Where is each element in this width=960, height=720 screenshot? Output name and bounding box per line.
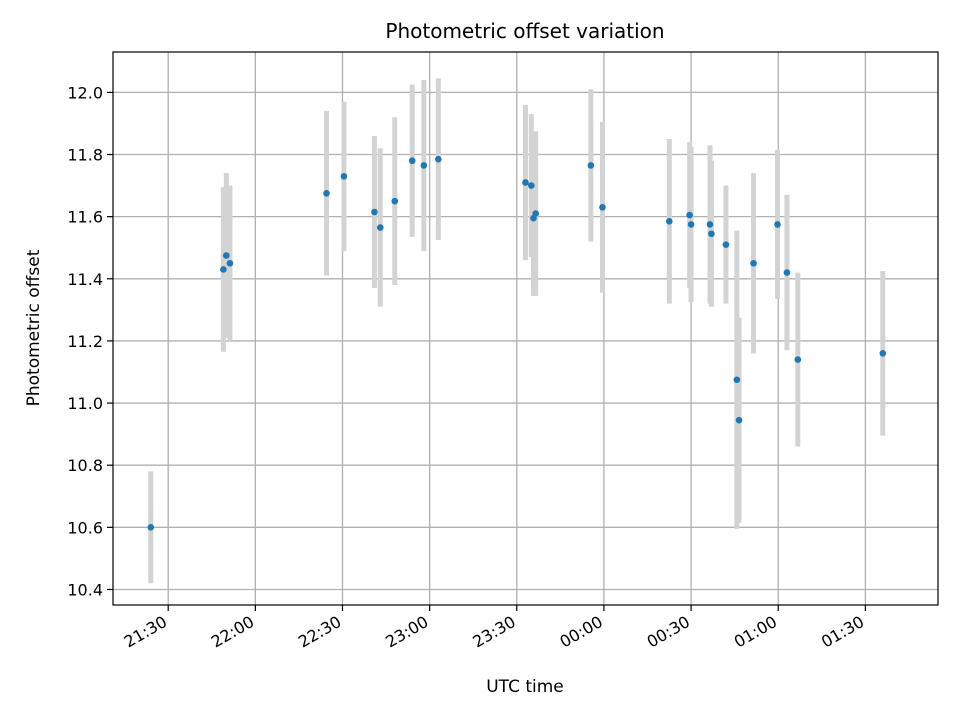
data-point bbox=[435, 155, 442, 163]
data-point bbox=[599, 204, 606, 211]
y-tick-label: 11.0 bbox=[67, 394, 103, 413]
data-point bbox=[220, 266, 227, 273]
chart-title: Photometric offset variation bbox=[385, 19, 664, 43]
y-tick-label: 10.8 bbox=[67, 456, 103, 475]
data-point bbox=[371, 208, 378, 216]
data-point bbox=[408, 157, 416, 165]
data-point bbox=[750, 259, 757, 267]
y-tick-label: 11.4 bbox=[67, 270, 103, 289]
data-point bbox=[879, 350, 887, 357]
data-point bbox=[706, 221, 714, 228]
y-tick-label: 10.4 bbox=[67, 580, 103, 599]
x-axis-title: UTC time bbox=[486, 677, 564, 697]
data-point bbox=[708, 230, 715, 238]
data-point bbox=[665, 218, 673, 225]
y-tick-label: 11.2 bbox=[67, 332, 103, 351]
data-point bbox=[687, 221, 695, 228]
y-tick-label: 12.0 bbox=[67, 83, 103, 102]
y-tick-label: 11.8 bbox=[67, 146, 103, 165]
data-point bbox=[783, 269, 791, 276]
data-point bbox=[532, 210, 539, 217]
data-point bbox=[340, 172, 348, 180]
data-point bbox=[733, 376, 741, 384]
data-point bbox=[774, 221, 781, 228]
data-point bbox=[323, 190, 330, 197]
data-point bbox=[735, 416, 743, 424]
y-tick-label: 10.6 bbox=[67, 518, 103, 537]
data-point bbox=[794, 356, 802, 363]
plot-frame bbox=[112, 51, 939, 606]
data-point bbox=[522, 179, 529, 186]
y-tick-label: 11.6 bbox=[67, 208, 103, 227]
data-point bbox=[587, 162, 595, 169]
data-point bbox=[222, 252, 230, 259]
data-point bbox=[226, 259, 234, 267]
data-points bbox=[147, 155, 887, 531]
data-point bbox=[391, 197, 399, 205]
data-point bbox=[420, 162, 428, 169]
data-point bbox=[147, 524, 155, 531]
data-point bbox=[528, 182, 535, 189]
data-point bbox=[722, 241, 730, 248]
y-axis-title: Photometric offset bbox=[24, 249, 44, 406]
data-point bbox=[686, 211, 693, 219]
data-point bbox=[376, 224, 384, 231]
y-axis: 10.4 10.6 10.8 11.0 11.2 11.4 11.6 11.8 12.0 bbox=[67, 83, 113, 599]
